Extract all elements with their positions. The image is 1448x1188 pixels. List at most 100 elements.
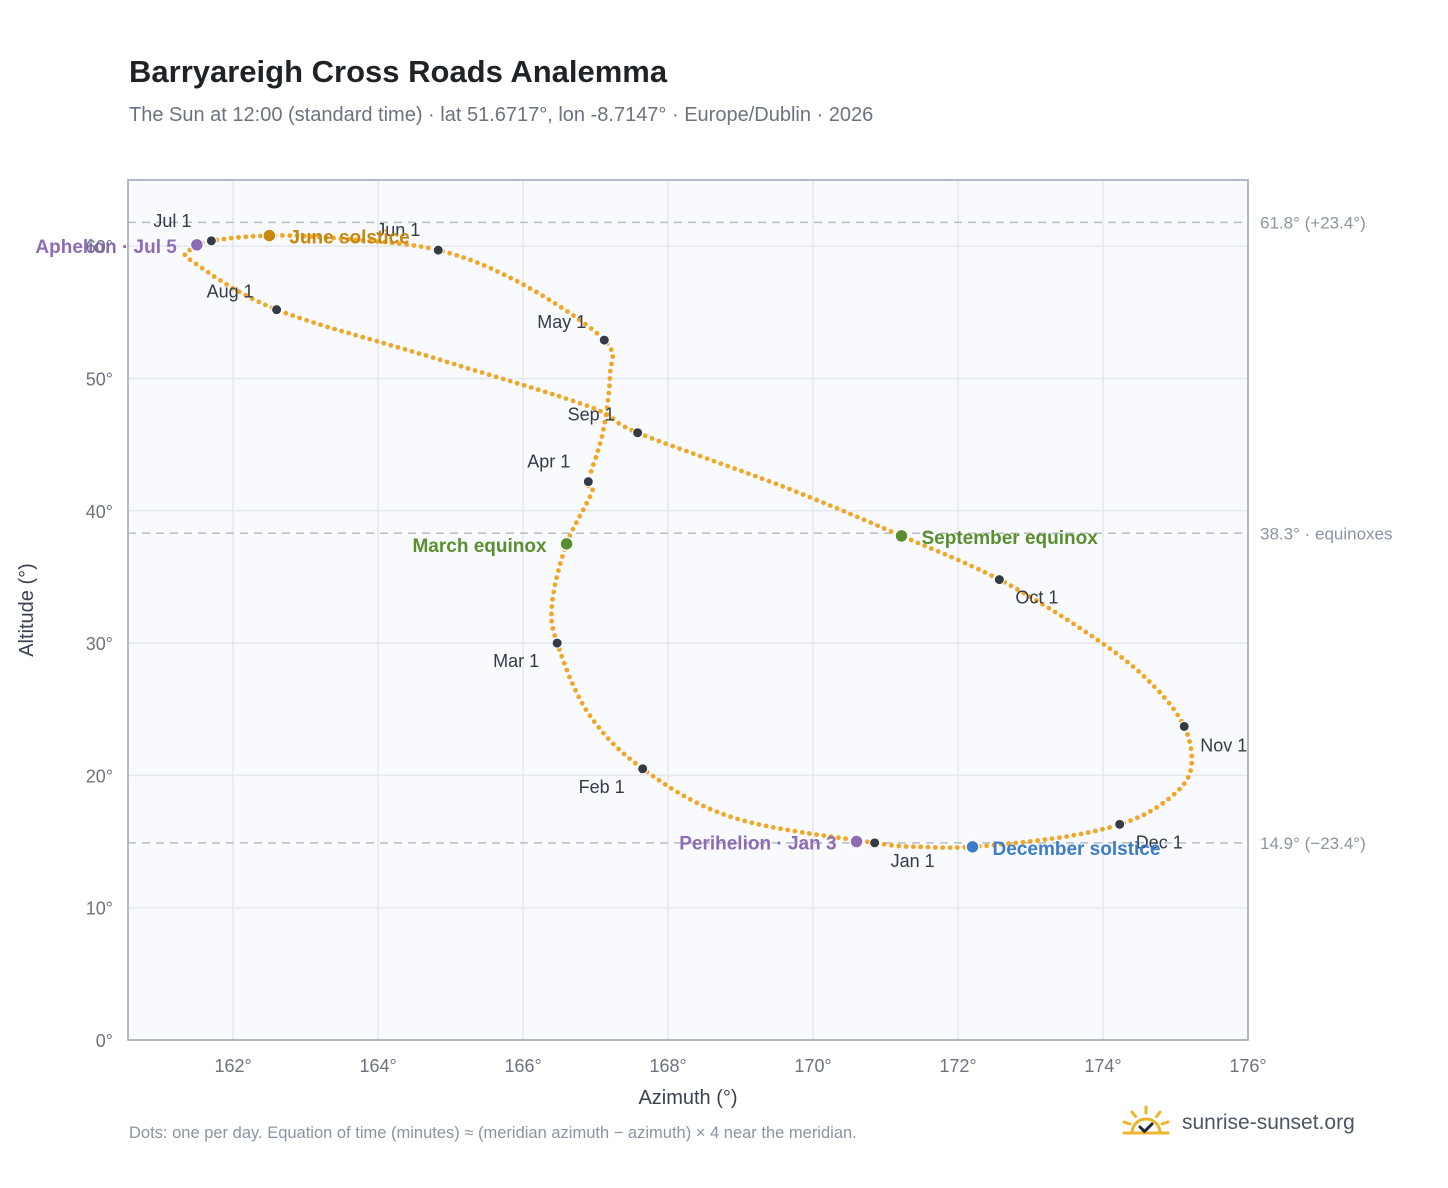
daily-dot [1095,637,1101,643]
month-label: Apr 1 [527,452,570,472]
daily-dot [418,244,424,250]
daily-dot [535,387,541,393]
daily-dot [546,297,552,302]
daily-dot [454,252,460,258]
daily-dot [1157,689,1162,695]
daily-dot [550,596,555,602]
daily-dot [290,313,296,318]
daily-dot [345,236,351,242]
daily-dot [556,393,562,399]
daily-dot [1015,587,1020,592]
daily-dot [309,234,315,239]
daily-dot [486,372,492,378]
daily-dot [616,420,622,426]
daily-dot [256,299,262,305]
daily-dot [728,814,733,820]
month-label: May 1 [537,312,586,332]
daily-dot [565,309,570,314]
daily-dot [697,453,703,459]
daily-dot [718,461,724,466]
daily-dot [1013,840,1019,846]
daily-dot [353,332,359,338]
daily-dot [481,263,487,268]
daily-dot [514,278,520,284]
daily-dot [834,506,840,511]
daily-dot [1160,800,1166,806]
daily-dot [604,405,610,410]
daily-dot [549,391,555,397]
y-tick-label: 40° [86,502,113,522]
daily-dot [868,520,874,526]
daily-dot [949,554,954,560]
daily-dot [903,844,909,849]
event-label: March equinox [412,536,547,557]
daily-dot [559,653,565,659]
y-axis-label: Altitude (°) [16,563,38,657]
month-marker [432,244,444,256]
daily-dot [865,839,870,845]
daily-dot [627,756,632,762]
daily-dot [579,700,585,706]
daily-dot [604,412,610,417]
daily-dot [1185,732,1190,737]
daily-dot [725,463,731,469]
daily-dot [908,537,914,543]
daily-dot [701,803,706,809]
daily-dot [250,233,256,239]
x-tick-label: 176° [1229,1056,1266,1076]
daily-dot [848,511,853,517]
daily-dot [332,326,337,332]
daily-dot [1130,664,1136,669]
daily-dot [304,317,309,323]
daily-dot [1034,598,1039,603]
daily-dot [1027,839,1033,844]
event-marker [965,839,980,855]
daily-dot [258,233,263,239]
daily-dot [922,543,928,549]
daily-dot [389,240,395,246]
month-marker [271,304,283,316]
daily-dot [1185,775,1191,780]
event-marker [189,237,205,253]
month-marker [637,763,649,775]
month-marker [551,637,563,649]
daily-dot [528,385,534,390]
daily-dot [828,834,834,840]
event-label: Perihelion · Jan 3 [679,834,836,855]
event-marker [262,228,277,243]
brand-text[interactable]: sunrise-sunset.org [1182,1111,1355,1134]
daily-dot [785,827,791,833]
daily-dot [607,368,613,374]
daily-dot [360,238,366,243]
daily-dot [1100,826,1105,832]
month-label: Feb 1 [579,777,625,797]
brand[interactable]: sunrise-sunset.org [1120,1101,1355,1145]
daily-dot [1171,706,1176,712]
daily-dot [381,340,387,346]
daily-dot [954,845,960,850]
event-markers: June solstice December solstice March equi… [35,228,1160,860]
daily-dot [187,257,193,263]
daily-dot [1093,828,1098,834]
daily-dot [602,419,608,425]
daily-dot [287,233,293,238]
daily-dot [595,448,601,453]
daily-dot [861,517,867,523]
daily-dot [573,687,578,693]
daily-dot [1134,815,1140,821]
daily-dot [1177,786,1182,792]
daily-dot [353,237,358,243]
daily-dot [587,713,593,719]
daily-dot [580,507,586,513]
daily-dot [542,389,548,395]
daily-dot [508,275,514,281]
daily-dot [549,611,554,617]
daily-dot [1166,796,1171,802]
daily-dot [599,434,605,439]
daily-dot [601,426,606,432]
daily-dot [911,844,916,849]
daily-dot [584,403,590,409]
daily-dot [684,448,689,454]
daily-dot [663,441,669,446]
